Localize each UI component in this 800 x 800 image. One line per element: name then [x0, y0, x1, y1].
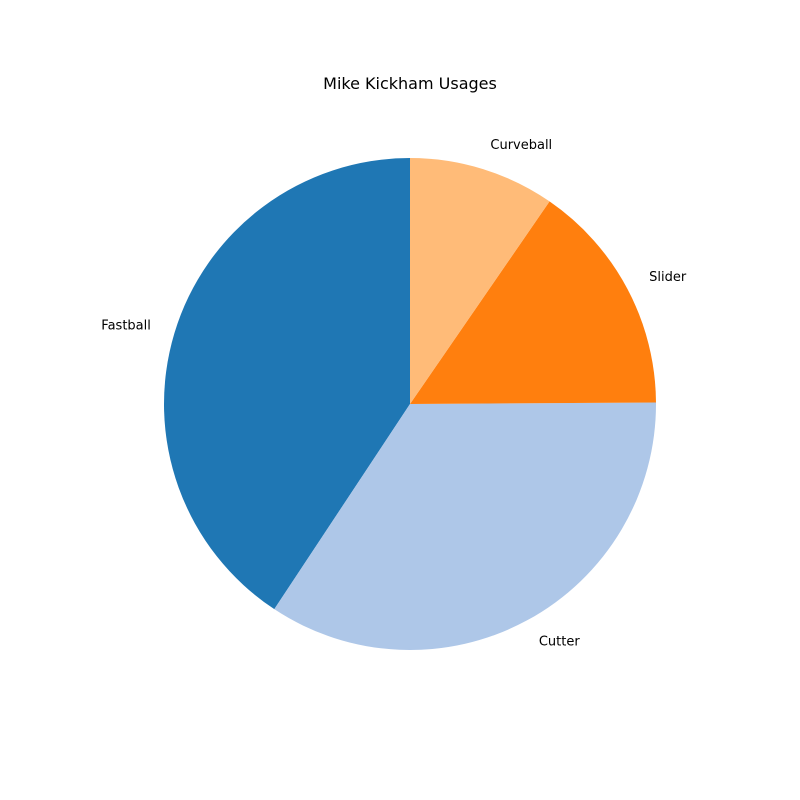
pie-slice-cutter — [274, 402, 656, 650]
pie-slice-curveball — [410, 158, 550, 404]
pie-slice-slider — [410, 201, 656, 404]
slice-label-fastball: Fastball — [101, 319, 151, 334]
pie-slices — [163, 158, 656, 650]
slice-label-slider: Slider — [649, 270, 687, 285]
chart-title: Mike Kickham Usages — [323, 74, 497, 93]
pie-slice-fastball — [163, 158, 410, 610]
slice-label-curveball: Curveball — [490, 138, 552, 153]
pie-labels: Fastball Cutter Slider Curveball — [101, 138, 687, 649]
slice-label-cutter: Cutter — [539, 634, 581, 649]
